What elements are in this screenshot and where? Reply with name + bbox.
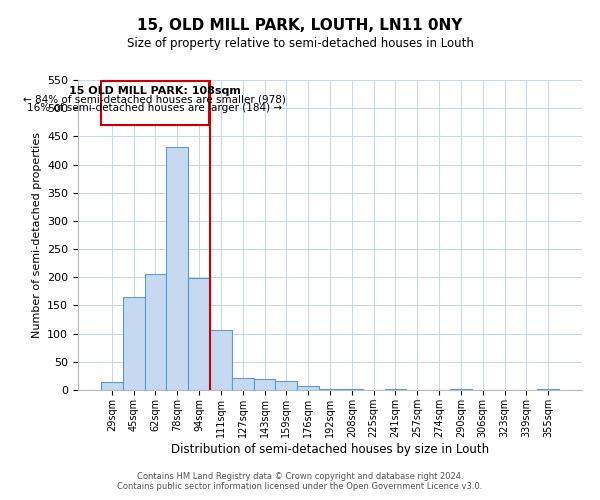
- Text: Contains HM Land Registry data © Crown copyright and database right 2024.: Contains HM Land Registry data © Crown c…: [137, 472, 463, 481]
- Bar: [101, 382, 123, 390]
- Y-axis label: Number of semi-detached properties: Number of semi-detached properties: [32, 132, 41, 338]
- Bar: [145, 274, 166, 390]
- Text: 15 OLD MILL PARK: 108sqm: 15 OLD MILL PARK: 108sqm: [69, 86, 241, 96]
- Bar: [232, 378, 254, 390]
- Bar: [123, 297, 145, 390]
- X-axis label: Distribution of semi-detached houses by size in Louth: Distribution of semi-detached houses by …: [171, 442, 489, 456]
- Bar: [297, 386, 319, 390]
- Text: Contains public sector information licensed under the Open Government Licence v3: Contains public sector information licen…: [118, 482, 482, 491]
- Bar: [101, 81, 209, 125]
- Text: Size of property relative to semi-detached houses in Louth: Size of property relative to semi-detach…: [127, 38, 473, 51]
- Text: ← 84% of semi-detached houses are smaller (978): ← 84% of semi-detached houses are smalle…: [23, 94, 286, 104]
- Text: 16% of semi-detached houses are larger (184) →: 16% of semi-detached houses are larger (…: [28, 103, 283, 113]
- Text: 15, OLD MILL PARK, LOUTH, LN11 0NY: 15, OLD MILL PARK, LOUTH, LN11 0NY: [137, 18, 463, 32]
- Bar: [188, 278, 210, 390]
- Bar: [254, 378, 275, 390]
- Bar: [210, 330, 232, 390]
- Bar: [166, 146, 188, 390]
- Bar: [275, 381, 297, 390]
